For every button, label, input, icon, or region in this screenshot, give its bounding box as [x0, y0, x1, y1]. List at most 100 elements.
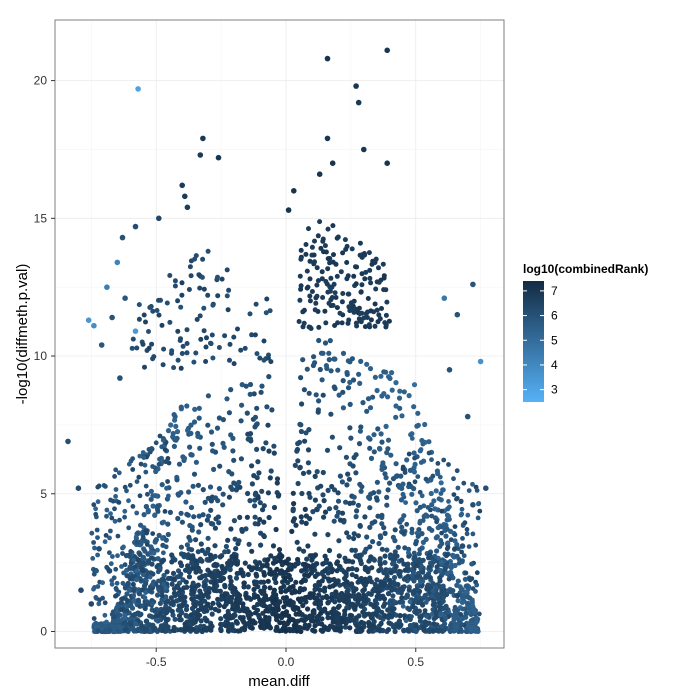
data-point	[429, 527, 435, 533]
data-point	[305, 460, 311, 466]
data-point	[95, 535, 100, 540]
data-point	[452, 538, 458, 544]
data-point	[321, 574, 327, 580]
data-point	[144, 530, 150, 536]
data-point	[327, 584, 333, 590]
data-point	[326, 350, 332, 356]
data-point	[129, 345, 135, 351]
data-point	[335, 234, 341, 240]
data-point	[347, 308, 353, 314]
data-point	[367, 445, 373, 451]
data-point	[417, 578, 423, 583]
data-point	[405, 605, 411, 611]
outlier-point	[96, 546, 102, 552]
data-point	[169, 348, 175, 354]
data-point	[351, 494, 357, 500]
data-point	[200, 256, 206, 262]
data-point	[339, 479, 345, 485]
data-point	[415, 422, 421, 428]
data-point	[349, 246, 355, 252]
data-point	[394, 473, 400, 479]
data-point	[226, 469, 232, 475]
data-point	[212, 449, 219, 455]
data-point	[298, 283, 304, 289]
data-point	[393, 461, 399, 467]
data-point	[387, 581, 393, 588]
data-point	[341, 581, 347, 587]
data-point	[337, 517, 344, 523]
data-point	[285, 556, 291, 562]
data-point	[124, 597, 130, 603]
data-point	[292, 624, 298, 630]
data-point	[225, 537, 231, 543]
data-point	[407, 622, 413, 629]
data-point	[203, 344, 209, 350]
data-point	[322, 553, 328, 559]
data-point	[420, 602, 426, 608]
data-point	[348, 300, 354, 306]
outlier-point	[384, 47, 391, 54]
data-point	[211, 466, 217, 472]
data-point	[216, 602, 223, 609]
data-point	[381, 391, 387, 397]
data-point	[277, 558, 283, 564]
data-point	[261, 584, 268, 590]
data-point	[400, 603, 406, 609]
data-point	[429, 612, 435, 617]
data-point	[118, 628, 124, 634]
data-point	[399, 524, 405, 530]
data-point	[219, 276, 225, 282]
data-point	[306, 427, 312, 433]
data-point	[136, 627, 141, 632]
data-point	[392, 624, 398, 630]
data-point	[334, 568, 340, 574]
data-point	[193, 350, 199, 356]
data-point	[299, 617, 305, 623]
data-point	[209, 441, 215, 447]
data-point	[382, 530, 388, 537]
data-point	[189, 547, 195, 553]
data-point	[231, 560, 237, 566]
data-point	[358, 319, 364, 325]
data-point	[178, 544, 184, 550]
data-point	[89, 530, 95, 536]
data-point	[244, 609, 250, 615]
data-point	[155, 503, 161, 509]
data-point	[178, 595, 184, 601]
data-point	[452, 604, 458, 610]
data-point	[245, 571, 251, 578]
data-point	[376, 279, 382, 285]
data-point	[307, 258, 313, 264]
data-point	[160, 536, 165, 541]
outlier-point	[182, 193, 188, 200]
data-point	[175, 357, 181, 363]
data-point	[366, 435, 372, 441]
data-point	[454, 495, 460, 501]
data-point	[458, 512, 464, 518]
data-point	[453, 621, 459, 627]
data-point	[322, 308, 328, 314]
data-point	[322, 509, 329, 515]
data-point	[261, 625, 267, 631]
data-point	[315, 233, 321, 239]
data-point	[356, 552, 362, 559]
data-point	[329, 569, 335, 575]
data-point	[172, 278, 178, 284]
data-point	[194, 615, 201, 621]
data-point	[393, 414, 399, 420]
data-point	[298, 375, 304, 381]
data-point	[346, 566, 352, 572]
data-point	[301, 307, 307, 313]
data-point	[218, 616, 224, 622]
data-point	[299, 612, 305, 618]
data-point	[150, 582, 156, 587]
data-point	[113, 566, 119, 572]
data-point	[307, 613, 313, 619]
data-point	[434, 564, 440, 570]
data-point	[267, 585, 273, 591]
data-point	[370, 394, 376, 400]
data-point	[383, 287, 389, 293]
data-point	[433, 614, 439, 620]
data-point	[205, 535, 211, 541]
data-point	[187, 522, 193, 529]
